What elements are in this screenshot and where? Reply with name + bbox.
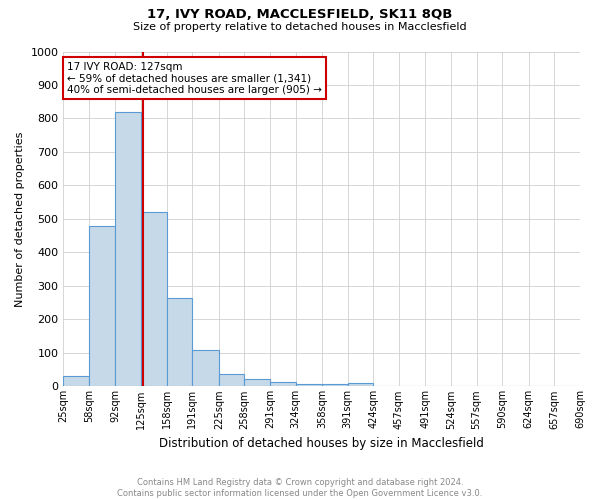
Text: 17 IVY ROAD: 127sqm
← 59% of detached houses are smaller (1,341)
40% of semi-det: 17 IVY ROAD: 127sqm ← 59% of detached ho… — [67, 62, 322, 94]
Text: 17, IVY ROAD, MACCLESFIELD, SK11 8QB: 17, IVY ROAD, MACCLESFIELD, SK11 8QB — [148, 8, 452, 20]
Bar — [141, 212, 167, 386]
Bar — [322, 384, 348, 386]
Bar — [270, 382, 296, 386]
Text: Contains HM Land Registry data © Crown copyright and database right 2024.
Contai: Contains HM Land Registry data © Crown c… — [118, 478, 482, 498]
X-axis label: Distribution of detached houses by size in Macclesfield: Distribution of detached houses by size … — [159, 437, 484, 450]
Bar — [244, 379, 270, 386]
Bar — [115, 112, 141, 386]
Bar — [89, 226, 115, 386]
Bar — [296, 384, 322, 386]
Y-axis label: Number of detached properties: Number of detached properties — [15, 132, 25, 306]
Bar — [219, 374, 244, 386]
Bar — [64, 376, 89, 386]
Bar — [193, 350, 219, 387]
Bar — [348, 383, 373, 386]
Bar — [167, 298, 193, 386]
Text: Size of property relative to detached houses in Macclesfield: Size of property relative to detached ho… — [133, 22, 467, 32]
